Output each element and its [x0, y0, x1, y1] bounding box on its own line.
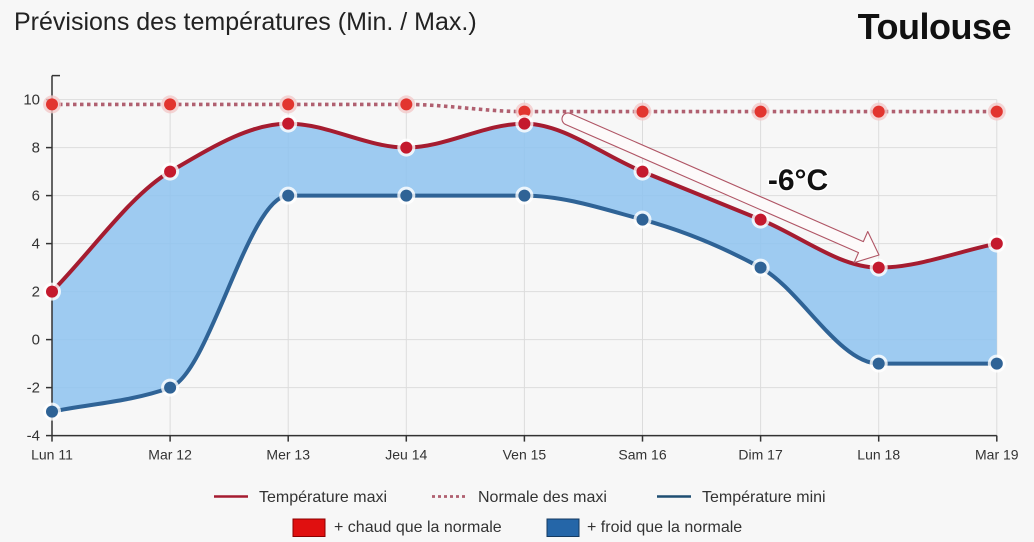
- svg-text:6: 6: [32, 188, 40, 205]
- svg-text:-4: -4: [27, 428, 40, 445]
- svg-text:Température maxi: Température maxi: [259, 489, 387, 506]
- svg-text:Ven 15: Ven 15: [503, 447, 547, 463]
- svg-text:Mar 19: Mar 19: [975, 447, 1019, 463]
- svg-text:Lun 18: Lun 18: [857, 447, 900, 463]
- svg-text:Température mini: Température mini: [702, 489, 826, 506]
- svg-text:10: 10: [23, 92, 40, 109]
- svg-text:2: 2: [32, 284, 40, 301]
- svg-text:Mar 12: Mar 12: [148, 447, 192, 463]
- svg-text:Lun 11: Lun 11: [31, 447, 73, 463]
- svg-text:+ chaud que la normale: + chaud que la normale: [334, 519, 502, 536]
- svg-text:+ froid que la normale: + froid que la normale: [587, 519, 742, 536]
- svg-text:Normale des maxi: Normale des maxi: [478, 489, 607, 506]
- svg-text:Dim 17: Dim 17: [738, 447, 783, 463]
- svg-text:8: 8: [32, 140, 40, 157]
- svg-text:-6°C: -6°C: [768, 164, 828, 197]
- svg-text:0: 0: [32, 332, 40, 349]
- svg-text:Mer 13: Mer 13: [266, 447, 310, 463]
- svg-text:Jeu 14: Jeu 14: [385, 447, 427, 463]
- svg-text:Sam 16: Sam 16: [618, 447, 666, 463]
- svg-text:-2: -2: [27, 380, 40, 397]
- svg-text:4: 4: [32, 236, 40, 253]
